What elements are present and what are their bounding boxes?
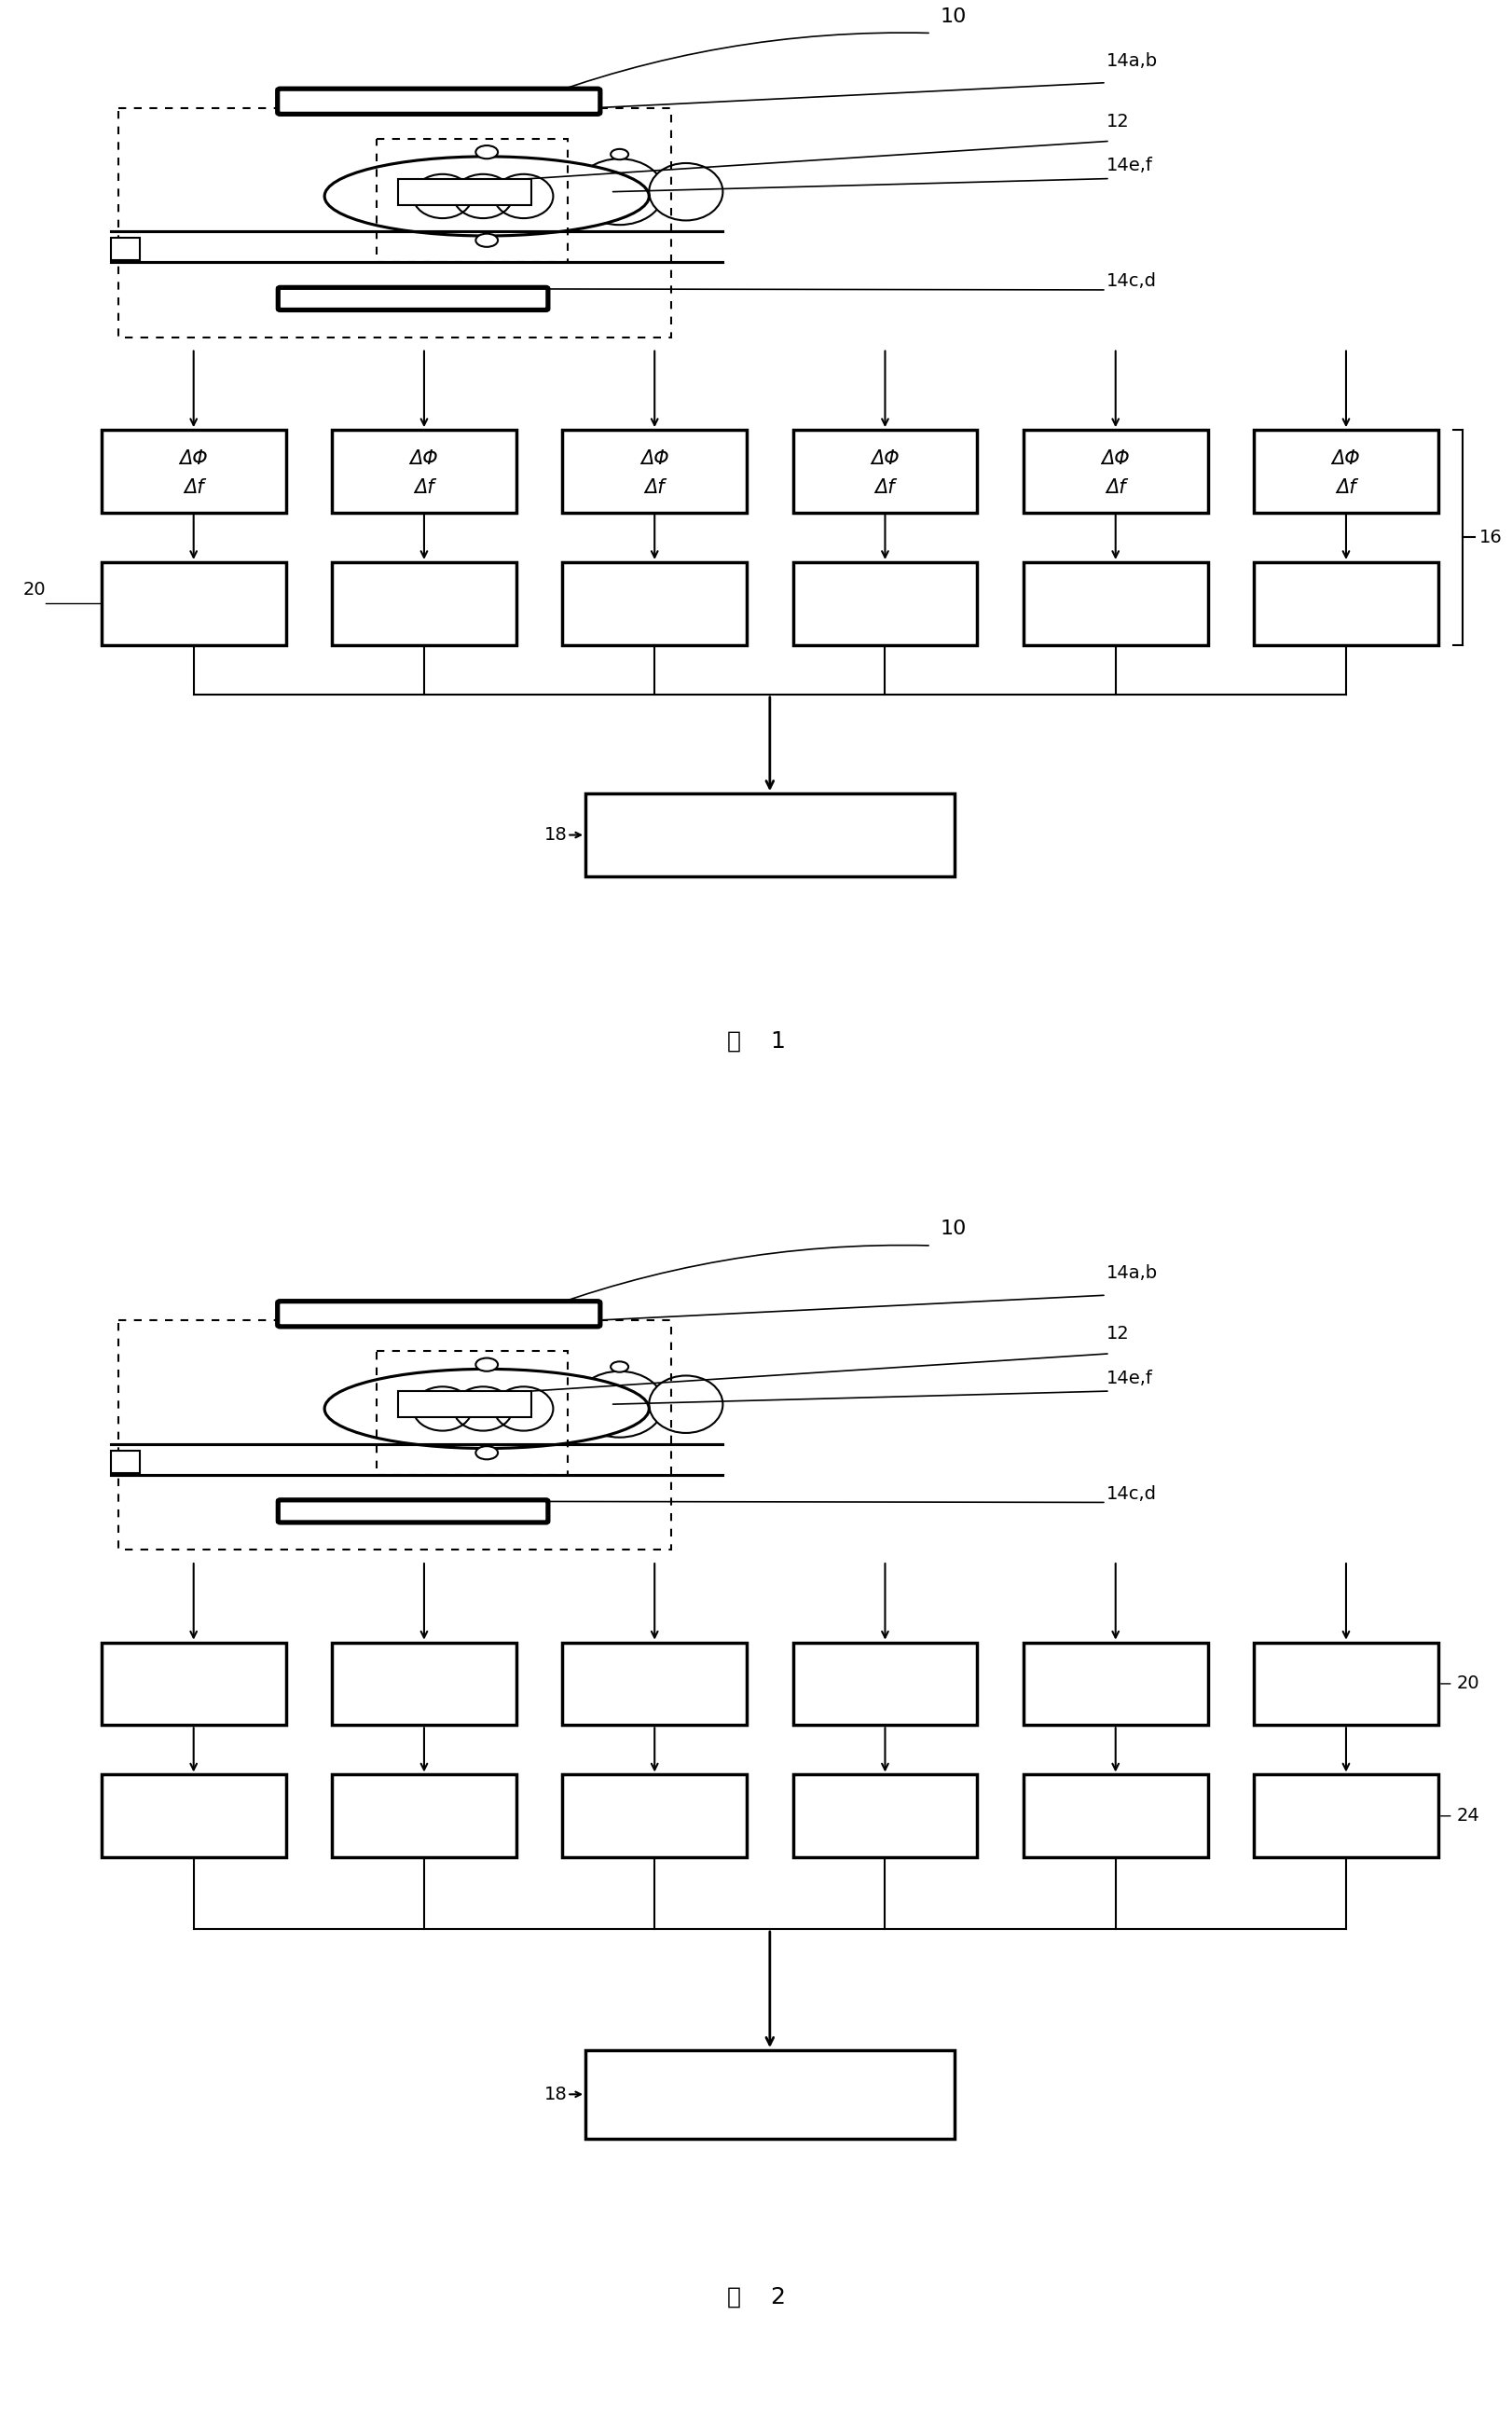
Text: 12: 12 [1107,114,1129,131]
Bar [1253,1775,1438,1858]
Bar [101,1775,286,1858]
Bar [398,179,531,206]
Text: 12: 12 [1107,1326,1129,1343]
Bar [101,429,286,512]
Text: Δf: Δf [1337,478,1356,497]
Bar [333,1775,516,1858]
Text: ΔΦ: ΔΦ [1101,449,1129,468]
Bar [110,238,141,259]
Text: ΔΦ: ΔΦ [180,449,207,468]
Bar [792,429,977,512]
Text: ΔΦ: ΔΦ [871,449,900,468]
Ellipse shape [325,1370,649,1448]
Bar [333,429,516,512]
Ellipse shape [575,158,664,226]
Bar [110,1450,141,1472]
Circle shape [476,146,497,158]
Bar [1024,563,1208,645]
Circle shape [476,1445,497,1460]
Text: 14e,f: 14e,f [1107,1370,1152,1387]
Text: 图    2: 图 2 [727,2287,785,2309]
Bar [376,1351,569,1474]
Text: 10: 10 [940,1220,966,1239]
Bar [101,1642,286,1724]
FancyBboxPatch shape [278,289,547,310]
Bar [333,563,516,645]
Text: 图    1: 图 1 [727,1031,785,1052]
Text: ΔΦ: ΔΦ [640,449,668,468]
Text: 14c,d: 14c,d [1107,1484,1157,1504]
Text: ΔΦ: ΔΦ [1332,449,1361,468]
Bar [792,563,977,645]
Bar [562,429,747,512]
Text: 14e,f: 14e,f [1107,158,1152,175]
Text: ΔΦ: ΔΦ [410,449,438,468]
Circle shape [611,1360,629,1373]
Bar [118,1322,671,1550]
Text: Δf: Δf [644,478,665,497]
Bar [1253,563,1438,645]
Text: 18: 18 [544,2086,567,2102]
Text: 10: 10 [940,7,966,27]
Bar [585,793,954,875]
Circle shape [476,1358,497,1370]
Bar [101,563,286,645]
Bar [585,2049,954,2139]
Bar [792,1642,977,1724]
Bar [118,109,671,337]
Text: 24: 24 [1456,1807,1480,1826]
Text: 16: 16 [1479,529,1501,546]
Text: 14a,b: 14a,b [1107,53,1158,70]
Bar [562,1775,747,1858]
Bar [562,1642,747,1724]
Circle shape [476,233,497,247]
Bar [1253,1642,1438,1724]
Bar [1253,429,1438,512]
Bar [398,1392,531,1419]
Bar [1024,1775,1208,1858]
Bar [1024,1642,1208,1724]
Ellipse shape [649,1375,723,1433]
Text: Δf: Δf [414,478,434,497]
Bar [376,138,569,262]
Ellipse shape [649,162,723,221]
Text: 14c,d: 14c,d [1107,272,1157,291]
FancyBboxPatch shape [278,1302,600,1326]
Text: 20: 20 [1456,1676,1480,1693]
FancyBboxPatch shape [278,90,600,114]
Text: Δf: Δf [1105,478,1125,497]
Bar [1024,429,1208,512]
Text: 20: 20 [23,582,45,599]
Bar [562,563,747,645]
Text: 14a,b: 14a,b [1107,1266,1158,1283]
Bar [333,1642,516,1724]
Ellipse shape [575,1370,664,1438]
Ellipse shape [325,158,649,235]
FancyBboxPatch shape [278,1501,547,1523]
Bar [792,1775,977,1858]
Text: 18: 18 [544,827,567,844]
Text: Δf: Δf [183,478,204,497]
Circle shape [611,148,629,160]
Text: Δf: Δf [875,478,895,497]
